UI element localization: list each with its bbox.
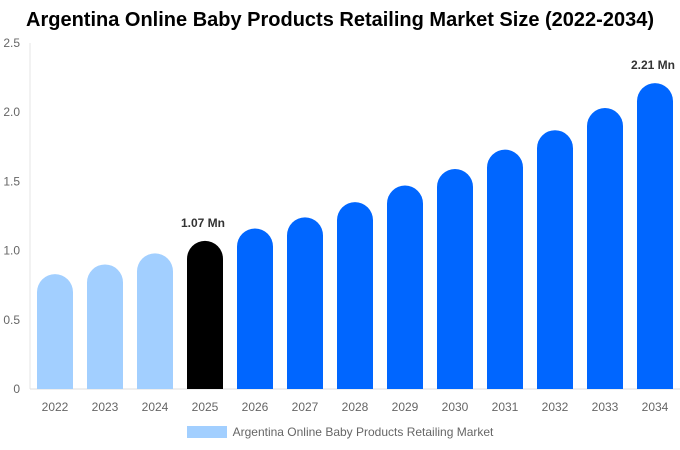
x-tick-label: 2027	[292, 400, 319, 414]
x-tick-label: 2034	[642, 400, 669, 414]
bar-2022	[37, 274, 73, 389]
bar-2031	[487, 149, 523, 389]
y-tick-label: 2.5	[3, 36, 20, 50]
x-tick-label: 2029	[392, 400, 419, 414]
bar-2027	[287, 217, 323, 389]
chart-title: Argentina Online Baby Products Retailing…	[26, 9, 654, 31]
y-tick-label: 1.0	[3, 244, 20, 258]
x-tick-label: 2031	[492, 400, 519, 414]
x-tick-label: 2033	[592, 400, 619, 414]
y-tick-label: 2.0	[3, 105, 20, 119]
x-tick-label: 2026	[242, 400, 269, 414]
bar-2034	[637, 83, 673, 390]
bar-2033	[587, 108, 623, 389]
x-tick-label: 2032	[542, 400, 569, 414]
bar-2028	[337, 202, 373, 389]
data-label-2034: 2.21 Mn	[631, 58, 675, 72]
bar-2023	[87, 264, 123, 389]
bar-2024	[137, 253, 173, 389]
y-tick-label: 0.5	[3, 313, 20, 327]
bar-2026	[237, 228, 273, 389]
x-tick-label: 2023	[92, 400, 119, 414]
legend: Argentina Online Baby Products Retailing…	[0, 425, 680, 439]
x-tick-label: 2030	[442, 400, 469, 414]
x-tick-label: 2022	[42, 400, 69, 414]
x-tick-label: 2025	[192, 400, 219, 414]
bar-2032	[537, 130, 573, 389]
x-tick-label: 2024	[142, 400, 169, 414]
y-tick-label: 0	[13, 382, 20, 396]
bar-2030	[437, 168, 473, 389]
y-tick-label: 1.5	[3, 174, 20, 188]
data-label-2025: 1.07 Mn	[181, 216, 225, 230]
x-tick-label: 2028	[342, 400, 369, 414]
legend-swatch	[186, 426, 227, 438]
bar-2029	[387, 185, 423, 389]
bar-2025	[187, 240, 223, 389]
legend-label: Argentina Online Baby Products Retailing…	[232, 425, 494, 439]
